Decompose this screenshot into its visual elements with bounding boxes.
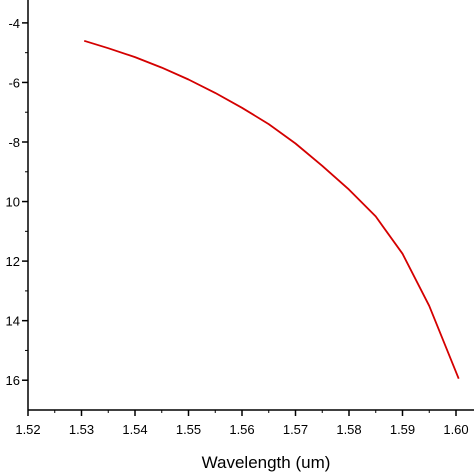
- y-tick-label: -6: [8, 75, 20, 90]
- y-tick-label: 14: [6, 314, 20, 329]
- y-tick-label: 16: [6, 373, 20, 388]
- x-tick-label: 1.59: [390, 422, 415, 437]
- y-ticks: -4 -6 -8 10 12 14 16: [6, 16, 28, 388]
- x-tick-label: 1.57: [283, 422, 308, 437]
- series-layer: [83, 39, 460, 380]
- y-tick-label: -4: [8, 16, 20, 31]
- x-tick-label: 1.60: [443, 422, 468, 437]
- x-tick-label: 1.54: [122, 422, 147, 437]
- y-tick-label: -8: [8, 135, 20, 150]
- x-tick-label: 1.56: [229, 422, 254, 437]
- x-tick-label: 1.53: [69, 422, 94, 437]
- x-ticks: 1.52 1.53 1.54 1.55 1.56 1.57 1.58 1.59 1.60: [15, 410, 469, 437]
- series-line: [83, 39, 460, 380]
- y-tick-label: 10: [6, 195, 20, 210]
- y-tick-label: 12: [6, 254, 20, 269]
- axes: [27, 0, 474, 411]
- x-tick-label: 1.55: [176, 422, 201, 437]
- x-axis-label: Wavelength (um): [202, 453, 331, 472]
- x-tick-label: 1.52: [15, 422, 40, 437]
- x-tick-label: 1.58: [336, 422, 361, 437]
